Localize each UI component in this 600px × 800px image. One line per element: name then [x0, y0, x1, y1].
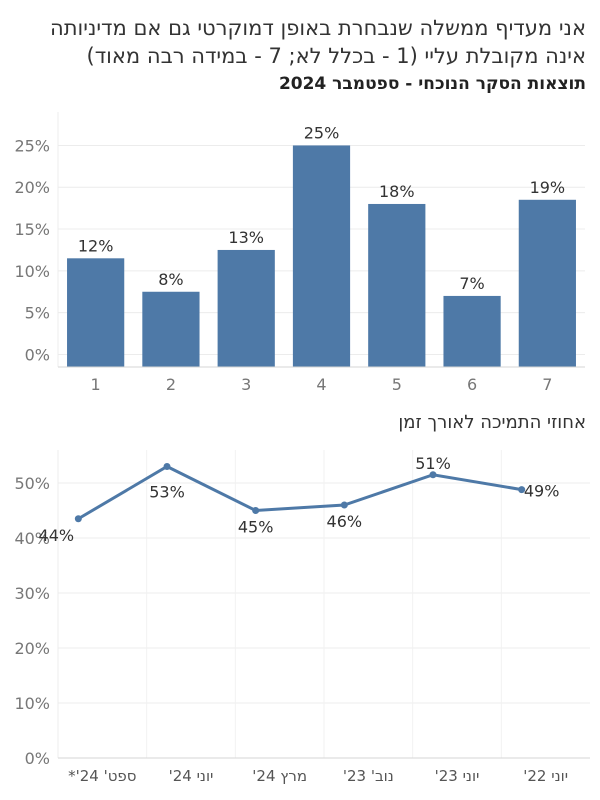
line-x-tick-label: יוני 22'	[523, 767, 568, 785]
bar	[67, 258, 125, 367]
bar-y-tick-label: 10%	[14, 262, 50, 281]
bar-data-label: 19%	[530, 178, 566, 197]
bar-y-tick-label: 5%	[25, 304, 50, 323]
series-point	[252, 507, 260, 514]
series-point	[163, 463, 171, 470]
bar-data-label: 8%	[158, 270, 183, 289]
series-point	[429, 471, 437, 479]
bar-data-label: 18%	[379, 182, 415, 201]
bar-y-tick-label: 25%	[14, 136, 50, 155]
bar-x-tick-label: 2	[166, 375, 176, 394]
line-y-tick-label: 30%	[14, 584, 50, 603]
line-data-label: 45%	[238, 518, 274, 537]
bar-data-label: 25%	[304, 123, 340, 142]
series-point	[340, 501, 348, 509]
line-x-tick-label: יוני 24'	[169, 767, 214, 785]
line-data-label: 46%	[327, 512, 363, 531]
bar	[217, 249, 275, 367]
line-data-label: 44%	[39, 526, 75, 545]
series-point	[518, 486, 526, 494]
line-y-tick-label: 10%	[14, 694, 50, 713]
bar-x-tick-label: 7	[542, 375, 552, 394]
bar	[142, 291, 200, 367]
line-data-label: 49%	[524, 482, 560, 501]
line-data-label: 51%	[415, 454, 451, 473]
bar-y-tick-label: 15%	[14, 220, 50, 239]
line-y-tick-label: 40%	[14, 529, 50, 548]
chart-title: אני מעדיף ממשלה שנבחרת באופן דמוקרטי גם …	[50, 16, 586, 68]
bar-data-label: 12%	[78, 236, 114, 255]
bar	[443, 295, 501, 367]
bar-y-tick-label: 20%	[14, 178, 50, 197]
line-x-tick-label: מרץ 24'	[252, 767, 307, 785]
chart-header: אני מעדיף ממשלה שנבחרת באופן דמוקרטי גם …	[11, 14, 586, 94]
bar	[368, 203, 426, 367]
line-data-label: 53%	[149, 483, 185, 502]
line-x-tick-label: ספט' 24'*	[68, 767, 136, 785]
line-y-tick-label: 20%	[14, 639, 50, 658]
line-y-tick-label: 0%	[25, 749, 50, 768]
line-y-tick-label: 50%	[14, 474, 50, 493]
bar-x-tick-label: 4	[316, 375, 326, 394]
bar	[292, 145, 351, 367]
chart-subtitle: תוצאות הסקר הנוכחי - ספטמבר 2024	[278, 74, 586, 94]
bar-y-tick-label: 0%	[25, 345, 50, 364]
line-x-tick-label: יוני 23'	[435, 767, 480, 785]
bar	[518, 199, 576, 367]
series-point	[74, 515, 82, 523]
line-chart-title: אחוזי התמיכה לאורך זמן	[398, 412, 586, 433]
bar-data-label: 7%	[459, 274, 484, 293]
bar-x-tick-label: 3	[241, 375, 251, 394]
bar-x-tick-label: 1	[91, 375, 101, 394]
bar-chart: 0%5%10%15%20%25%12%18%213%325%418%57%619…	[14, 112, 585, 394]
line-x-tick-label: נוב' 23'	[343, 767, 394, 785]
series-line	[77, 464, 522, 521]
bar-x-tick-label: 5	[392, 375, 402, 394]
bar-data-label: 13%	[228, 228, 264, 247]
bar-x-tick-label: 6	[467, 375, 477, 394]
